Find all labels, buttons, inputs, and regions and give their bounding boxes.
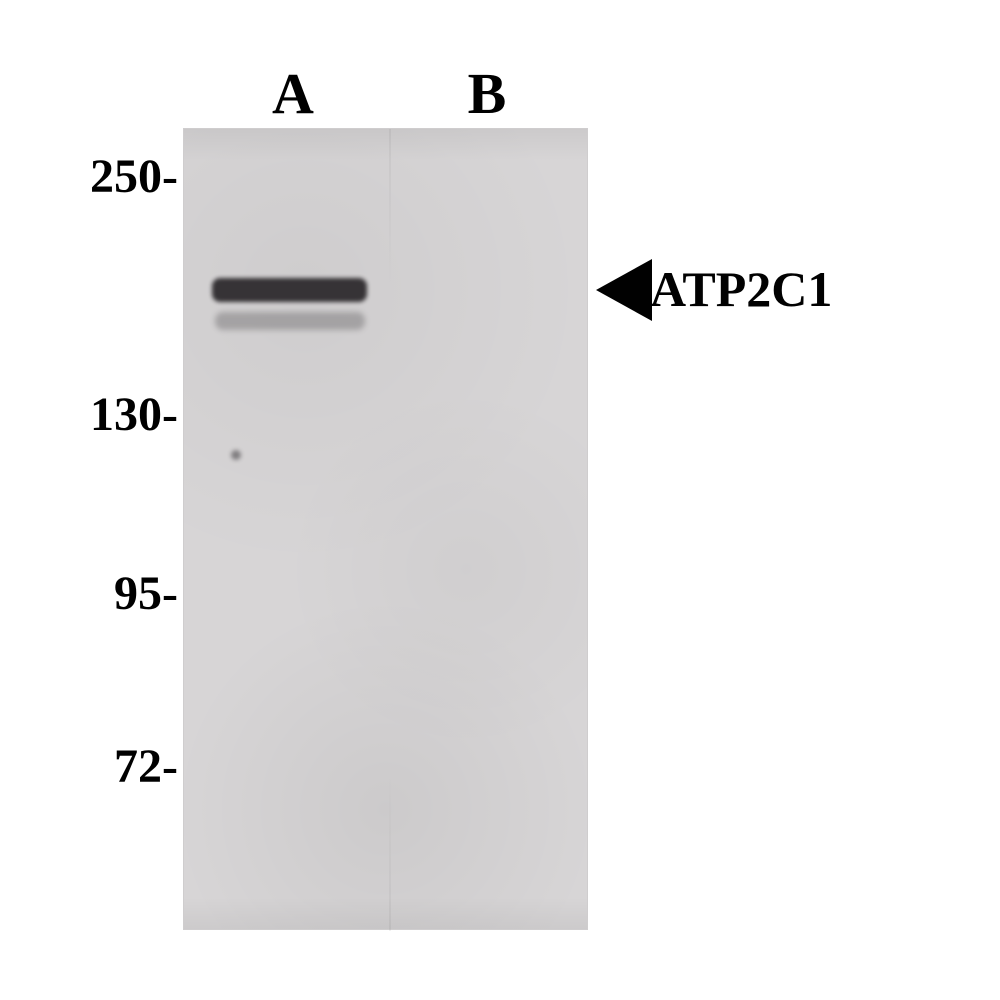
- lane-separator: [389, 129, 391, 931]
- figure-canvas: A B 250- 130- 95- 72- ATP2C1: [0, 0, 1000, 1000]
- marker-250: 250-: [8, 149, 178, 204]
- marker-130: 130-: [8, 387, 178, 442]
- lane-label-b: B: [427, 60, 547, 127]
- blot-membrane: [183, 128, 588, 930]
- blot-band: [212, 278, 367, 302]
- blot-speck: [231, 450, 241, 460]
- arrowhead-icon: [596, 259, 652, 321]
- lane-label-a: A: [233, 60, 353, 127]
- protein-label: ATP2C1: [650, 260, 832, 318]
- blot-band: [215, 312, 365, 330]
- marker-72: 72-: [8, 739, 178, 794]
- marker-95: 95-: [8, 566, 178, 621]
